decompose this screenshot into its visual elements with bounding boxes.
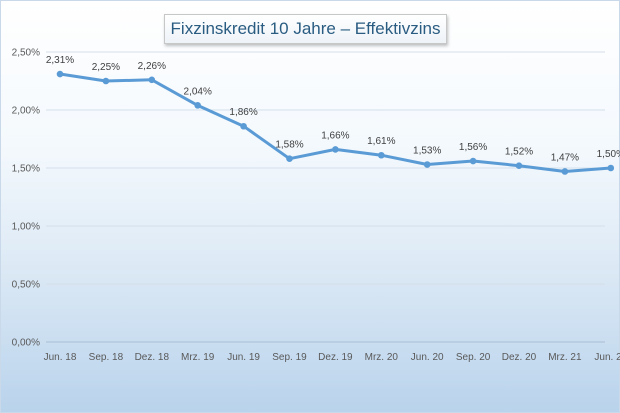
data-label: 1,66% [321, 130, 349, 141]
x-tick-label: Dez. 20 [502, 352, 537, 363]
data-point [469, 157, 477, 165]
x-tick-label: Jun. 20 [411, 352, 444, 363]
data-label: 2,25% [92, 62, 120, 73]
data-label: 1,52% [505, 147, 533, 158]
y-tick-label: 1,00% [12, 222, 40, 233]
data-label: 2,04% [184, 86, 212, 97]
data-point [332, 146, 339, 153]
y-tick-label: 2,00% [12, 106, 40, 117]
x-tick-label: Dez. 19 [318, 352, 353, 363]
x-tick-label: Jun. 19 [227, 352, 260, 363]
data-point [561, 168, 569, 175]
x-tick-label: Sep. 18 [89, 352, 124, 363]
y-tick-label: 0,00% [12, 338, 40, 349]
data-label: 2,31% [46, 55, 74, 66]
data-label: 1,53% [413, 146, 441, 157]
data-point [286, 155, 293, 163]
x-tick-label: Mrz. 21 [548, 352, 582, 363]
data-label: 1,58% [275, 140, 303, 151]
y-tick-label: 0,50% [12, 280, 40, 291]
data-label: 1,56% [459, 142, 487, 153]
data-label: 1,86% [229, 107, 257, 118]
data-point [423, 161, 431, 168]
data-point [378, 151, 385, 159]
data-label: 1,50% [597, 149, 620, 160]
data-point [148, 76, 156, 84]
x-tick-label: Sep. 20 [456, 352, 491, 363]
data-point [607, 164, 615, 172]
x-tick-label: Sep. 19 [272, 352, 307, 363]
data-label: 2,26% [138, 61, 166, 72]
x-tick-label: Mrz. 20 [365, 352, 399, 363]
x-tick-label: Jun. 18 [44, 352, 77, 363]
chart-title: Fixzinskredit 10 Jahre – Effektivzins [164, 14, 447, 44]
data-point [515, 162, 523, 169]
data-label: 1,61% [367, 136, 395, 147]
x-tick-label: Mrz. 19 [181, 352, 215, 363]
data-point [194, 102, 201, 109]
x-tick-label: Dez. 18 [135, 352, 170, 363]
y-tick-label: 1,50% [12, 164, 40, 175]
data-point [240, 122, 247, 130]
x-tick-label: Jun. 21 [594, 352, 620, 363]
y-tick-label: 2,50% [12, 48, 40, 59]
data-point [56, 70, 64, 78]
data-label: 1,47% [551, 152, 579, 163]
data-point [102, 77, 110, 85]
